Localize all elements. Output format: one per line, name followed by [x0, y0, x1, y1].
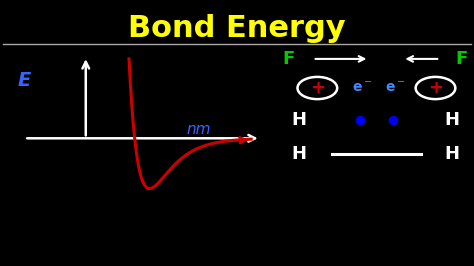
Text: H: H: [445, 111, 459, 129]
Text: H: H: [445, 145, 459, 163]
Text: nm: nm: [187, 122, 211, 136]
Text: H: H: [291, 145, 306, 163]
Text: E: E: [18, 70, 31, 90]
Text: +: +: [310, 79, 325, 97]
Text: Bond Energy: Bond Energy: [128, 14, 346, 43]
Text: F: F: [456, 50, 468, 68]
Text: e$^-$: e$^-$: [385, 81, 406, 95]
Text: +: +: [428, 79, 443, 97]
Text: F: F: [283, 50, 295, 68]
Text: e$^-$: e$^-$: [352, 81, 373, 95]
Text: H: H: [291, 111, 306, 129]
